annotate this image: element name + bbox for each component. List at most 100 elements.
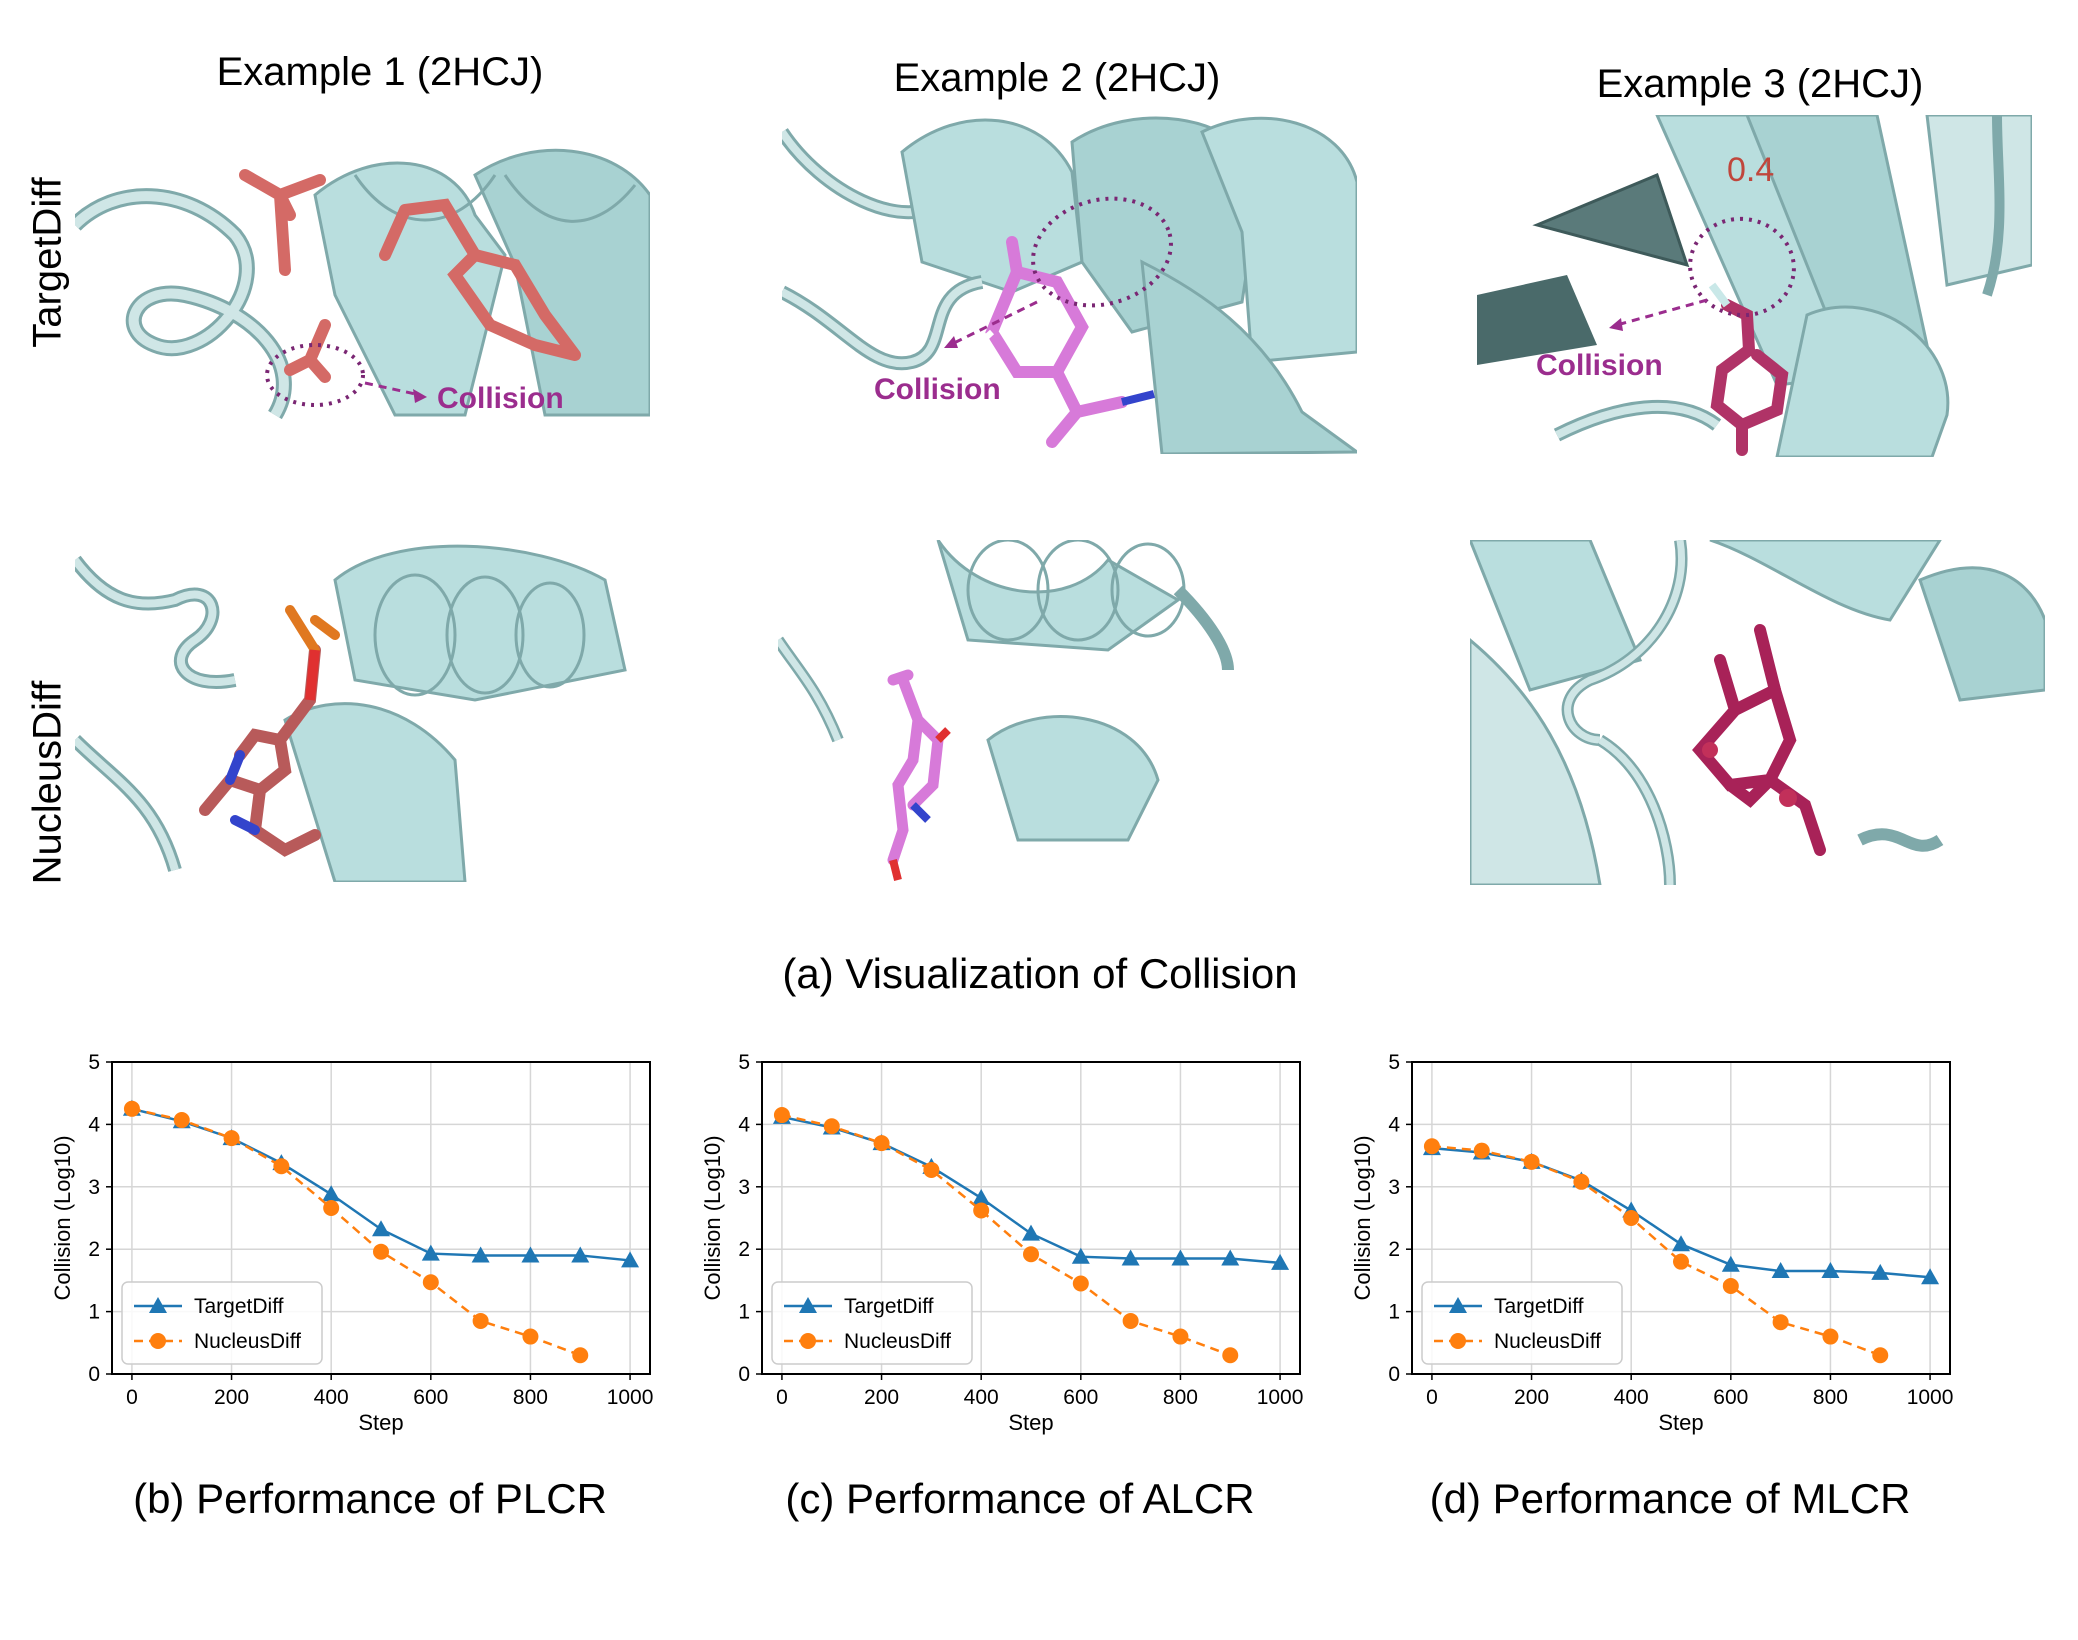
y-tick-label: 5 [1388, 1051, 1400, 1074]
data-point-nucleusdiff [1523, 1153, 1540, 1170]
protein-ligand-render: Collision [75, 148, 650, 420]
plot-frame [1411, 1061, 1951, 1375]
data-point-nucleusdiff [1072, 1275, 1089, 1292]
data-point-targetdiff [1672, 1235, 1690, 1252]
chart-mlcr: 0 200 400 600 800 1000 0 1 2 3 4 5 Step Collision (Lo… [1350, 1051, 1954, 1435]
data-point-nucleusdiff [1673, 1253, 1689, 1270]
data-point-targetdiff [1921, 1268, 1940, 1285]
data-point-nucleusdiff [923, 1161, 940, 1178]
data-point-nucleusdiff [1623, 1210, 1640, 1226]
legend-marker-nucleusdiff [150, 1333, 166, 1349]
legend-box [121, 1281, 323, 1365]
data-point-targetdiff [1771, 1262, 1790, 1279]
legend-label-nucleusdiff: NucleusDiff [1494, 1330, 1601, 1353]
x-tick-label: 1000 [1907, 1386, 1954, 1409]
x-axis-label: Step [1008, 1410, 1053, 1435]
data-point-nucleusdiff [572, 1347, 589, 1364]
x-axis-label: Step [1658, 1410, 1703, 1435]
data-point-nucleusdiff [973, 1202, 990, 1219]
y-tick-label: 2 [88, 1238, 100, 1261]
x-tick-label: 200 [864, 1386, 899, 1409]
protein-ligand-render [1470, 540, 2045, 885]
column-title-example-3: Example 3 (2HCJ) [1596, 62, 1924, 106]
data-point-nucleusdiff [823, 1118, 840, 1135]
data-point-nucleusdiff [472, 1312, 489, 1329]
row-label-nucleusdiff: NucleusDiff [25, 680, 70, 885]
x-tick-label: 400 [314, 1386, 349, 1409]
data-point-targetdiff [1871, 1263, 1890, 1280]
legend-label-targetdiff: TargetDiff [1494, 1295, 1584, 1318]
row-label-targetdiff: TargetDiff [25, 177, 70, 348]
data-point-targetdiff [372, 1220, 390, 1237]
x-tick-label: 0 [126, 1386, 138, 1409]
data-point-nucleusdiff [1122, 1312, 1139, 1329]
panel-nucleusdiff-example-2 [778, 540, 1350, 885]
plot-frame [761, 1061, 1301, 1375]
legend-label-targetdiff: TargetDiff [844, 1295, 934, 1318]
x-tick-label: 800 [1813, 1386, 1848, 1409]
data-point-targetdiff [1071, 1247, 1090, 1264]
legend-marker-nucleusdiff [1450, 1333, 1466, 1349]
x-axis-label: Step [358, 1410, 403, 1435]
chart-alcr: 0 200 400 600 800 1000 0 1 2 3 4 5 Step Collision (Lo… [700, 1051, 1303, 1435]
data-point-targetdiff [571, 1246, 590, 1263]
x-tick-label: 0 [776, 1386, 788, 1409]
legend-marker-targetdiff [149, 1297, 167, 1313]
y-tick-label: 0 [1388, 1363, 1400, 1386]
x-tick-label: 0 [1426, 1386, 1438, 1409]
column-title-example-2: Example 2 (2HCJ) [893, 56, 1221, 100]
y-axis-label: Collision (Log10) [700, 1135, 725, 1300]
x-tick-label: 400 [964, 1386, 999, 1409]
data-point-targetdiff [322, 1185, 341, 1202]
data-point-nucleusdiff [323, 1200, 340, 1217]
y-tick-label: 2 [1388, 1238, 1400, 1261]
data-point-nucleusdiff [1023, 1246, 1039, 1263]
panel-targetdiff-example-2: Collision [782, 112, 1357, 454]
data-point-nucleusdiff [1172, 1328, 1189, 1345]
y-tick-label: 4 [1388, 1113, 1400, 1136]
data-point-nucleusdiff [1722, 1278, 1739, 1295]
data-point-nucleusdiff [1872, 1347, 1889, 1364]
series-line-nucleusdiff [781, 1113, 1231, 1357]
legend-marker-targetdiff [799, 1297, 817, 1313]
data-point-targetdiff [421, 1244, 440, 1261]
x-tick-label: 200 [1514, 1386, 1549, 1409]
caption-b: (b) Performance of PLCR [133, 1475, 607, 1522]
data-point-targetdiff [1221, 1249, 1240, 1266]
y-tick-label: 0 [738, 1363, 750, 1386]
y-tick-label: 2 [738, 1238, 750, 1261]
x-tick-label: 400 [1614, 1386, 1649, 1409]
y-tick-label: 3 [88, 1176, 100, 1199]
data-point-targetdiff [1821, 1262, 1840, 1279]
protein-ligand-render: Collision 0.4 [1477, 115, 2032, 457]
y-axis-label: Collision (Log10) [50, 1135, 75, 1300]
series-line-targetdiff [131, 1107, 631, 1262]
caption-a: (a) Visualization of Collision [782, 950, 1298, 997]
legend-box [771, 1281, 973, 1365]
x-tick-label: 200 [214, 1386, 249, 1409]
x-tick-label: 1000 [607, 1386, 654, 1409]
data-point-targetdiff [1271, 1253, 1290, 1270]
y-tick-label: 1 [738, 1301, 750, 1324]
data-point-nucleusdiff [422, 1274, 439, 1291]
legend-label-nucleusdiff: NucleusDiff [844, 1330, 951, 1353]
data-point-nucleusdiff [1423, 1138, 1440, 1155]
x-tick-label: 600 [413, 1386, 448, 1409]
collision-label: Collision [437, 382, 564, 415]
data-point-targetdiff [972, 1189, 991, 1206]
data-point-targetdiff [1171, 1249, 1190, 1266]
protein-ligand-render [75, 544, 627, 882]
y-tick-label: 0 [88, 1363, 100, 1386]
x-tick-label: 600 [1713, 1386, 1748, 1409]
data-point-nucleusdiff [273, 1158, 290, 1175]
legend-marker-targetdiff [1449, 1297, 1467, 1313]
protein-ligand-render [778, 540, 1234, 881]
data-point-targetdiff [621, 1251, 640, 1268]
panel-targetdiff-example-3: Collision 0.4 [1477, 115, 2032, 457]
caption-c: (c) Performance of ALCR [785, 1475, 1255, 1522]
data-point-targetdiff [471, 1246, 490, 1263]
series-line-nucleusdiff [1431, 1144, 1881, 1357]
data-point-targetdiff [1022, 1224, 1040, 1241]
y-axis-label: Collision (Log10) [1350, 1135, 1375, 1300]
y-tick-label: 5 [738, 1051, 750, 1074]
